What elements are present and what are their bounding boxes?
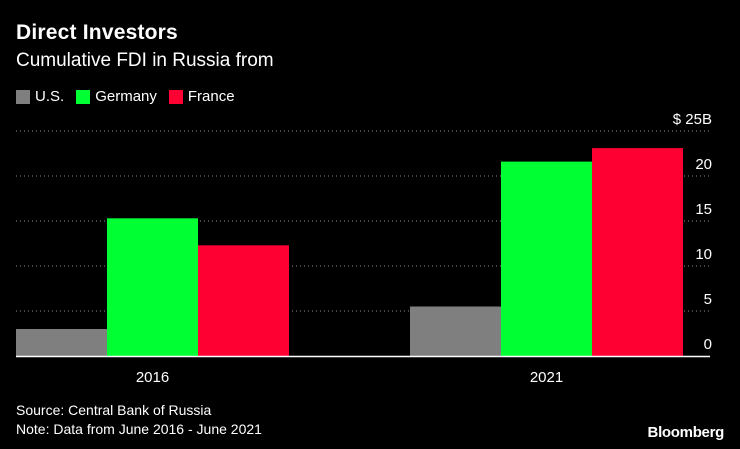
chart-subtitle: Cumulative FDI in Russia from (16, 50, 274, 71)
x-tick-label-2021: 2021 (530, 369, 563, 386)
bloomberg-logo: Bloomberg (647, 424, 725, 441)
y-tick-label-0: 0 (704, 336, 712, 353)
y-tick-label-15: 15 (695, 201, 712, 218)
legend-item-germany: Germany (76, 88, 157, 105)
legend-item-us: U.S. (16, 88, 64, 105)
legend-swatch-us (16, 89, 30, 104)
legend-swatch-france (168, 89, 183, 104)
data-note: Note: Data from June 2016 - June 2021 (16, 421, 262, 437)
legend-label-france: France (187, 88, 235, 105)
y-tick-label-20: 20 (695, 156, 712, 173)
y-tick-label-10: 10 (695, 246, 712, 263)
legend: U.S. Germany France (16, 88, 247, 105)
bar-france-2016 (198, 245, 289, 356)
legend-item-france: France (168, 88, 235, 105)
bar-germany-2016 (107, 218, 198, 356)
x-tick-label-2016: 2016 (136, 369, 169, 386)
legend-label-us: U.S. (35, 88, 65, 105)
legend-label-germany: Germany (95, 88, 157, 105)
bar-us-2021 (410, 306, 501, 356)
source-note: Source: Central Bank of Russia (16, 402, 212, 418)
chart-title: Direct Investors (16, 21, 178, 44)
y-tick-label-25: $ 25B (673, 111, 712, 128)
bar-us-2016 (16, 329, 107, 356)
bar-france-2021 (592, 148, 683, 356)
y-tick-label-5: 5 (704, 291, 712, 308)
bar-germany-2021 (501, 161, 592, 356)
legend-swatch-germany (76, 89, 91, 104)
